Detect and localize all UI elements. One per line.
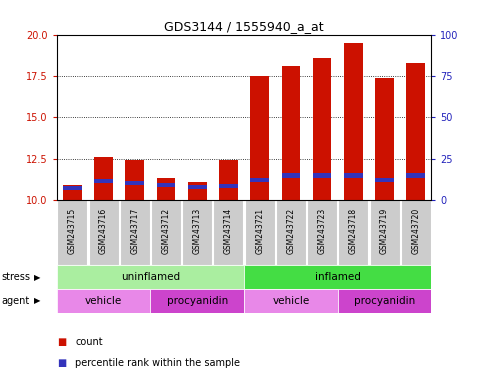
Bar: [57, 289, 150, 313]
Text: GSM243717: GSM243717: [130, 208, 139, 254]
Bar: [244, 289, 338, 313]
Bar: [375, 177, 394, 182]
Text: ▶: ▶: [34, 273, 40, 281]
Bar: [250, 177, 269, 182]
Bar: [219, 160, 238, 200]
Bar: [125, 181, 144, 185]
Bar: [57, 200, 87, 265]
Text: vehicle: vehicle: [85, 296, 122, 306]
Text: ■: ■: [57, 337, 66, 347]
Bar: [344, 174, 363, 177]
Bar: [120, 200, 150, 265]
Bar: [401, 200, 431, 265]
Text: GSM243719: GSM243719: [380, 208, 389, 254]
Text: GSM243720: GSM243720: [411, 208, 420, 254]
Bar: [245, 200, 275, 265]
Text: count: count: [75, 337, 103, 347]
Bar: [213, 200, 244, 265]
Bar: [276, 200, 306, 265]
Text: GSM243716: GSM243716: [99, 208, 108, 254]
Bar: [375, 78, 394, 200]
Bar: [182, 200, 212, 265]
Bar: [406, 174, 425, 177]
Text: procyanidin: procyanidin: [167, 296, 228, 306]
Bar: [94, 179, 113, 183]
Text: GSM243713: GSM243713: [193, 208, 202, 254]
Text: GSM243718: GSM243718: [349, 208, 358, 254]
Text: GSM243723: GSM243723: [317, 208, 326, 254]
Text: agent: agent: [1, 296, 29, 306]
Bar: [188, 182, 207, 200]
Title: GDS3144 / 1555940_a_at: GDS3144 / 1555940_a_at: [164, 20, 324, 33]
Bar: [406, 63, 425, 200]
Text: GSM243714: GSM243714: [224, 208, 233, 254]
Bar: [157, 183, 176, 187]
Bar: [282, 66, 300, 200]
Bar: [151, 200, 181, 265]
Text: GSM243722: GSM243722: [286, 208, 295, 254]
Bar: [244, 265, 431, 289]
Text: percentile rank within the sample: percentile rank within the sample: [75, 358, 241, 368]
Text: ■: ■: [57, 358, 66, 368]
Bar: [344, 43, 363, 200]
Bar: [219, 184, 238, 188]
Text: ▶: ▶: [34, 296, 40, 306]
Bar: [157, 179, 176, 200]
Bar: [94, 157, 113, 200]
Bar: [250, 76, 269, 200]
Bar: [370, 200, 399, 265]
Bar: [125, 160, 144, 200]
Bar: [338, 289, 431, 313]
Bar: [307, 200, 337, 265]
Bar: [150, 289, 244, 313]
Bar: [63, 185, 82, 200]
Text: GSM243712: GSM243712: [162, 208, 171, 254]
Text: GSM243721: GSM243721: [255, 208, 264, 254]
Text: vehicle: vehicle: [272, 296, 310, 306]
Text: uninflamed: uninflamed: [121, 272, 180, 282]
Text: GSM243715: GSM243715: [68, 208, 77, 254]
Bar: [338, 200, 368, 265]
Text: inflamed: inflamed: [315, 272, 361, 282]
Bar: [57, 265, 244, 289]
Bar: [282, 174, 300, 177]
Bar: [313, 58, 331, 200]
Text: stress: stress: [1, 272, 30, 282]
Bar: [188, 185, 207, 189]
Bar: [89, 200, 118, 265]
Bar: [313, 174, 331, 177]
Bar: [63, 186, 82, 190]
Text: procyanidin: procyanidin: [354, 296, 415, 306]
